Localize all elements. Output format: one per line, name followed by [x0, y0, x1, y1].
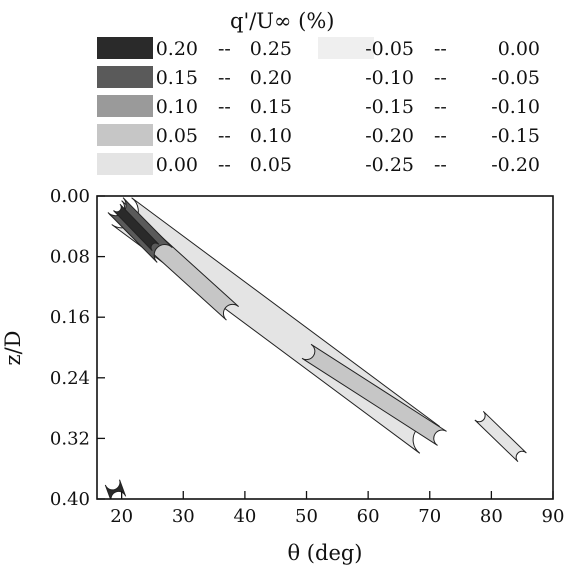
y-tick-label: 0.08: [50, 247, 90, 268]
legend-swatch: [318, 37, 374, 59]
contour-band: [104, 479, 127, 499]
legend-low: 0.20: [156, 38, 198, 60]
x-tick-label: 70: [418, 506, 441, 527]
legend-separator: --: [434, 125, 447, 147]
legend-low: 0.10: [156, 96, 198, 118]
legend-low: -0.10: [365, 67, 414, 89]
legend-separator: --: [218, 96, 231, 118]
legend-high: 0.15: [250, 96, 292, 118]
legend-swatch: [97, 124, 153, 146]
y-tick-label: 0.24: [50, 368, 90, 389]
legend-separator: --: [434, 96, 447, 118]
legend-high: 0.20: [250, 67, 292, 89]
legend-low: -0.25: [365, 154, 414, 176]
legend-separator: --: [434, 67, 447, 89]
x-tick-label: 40: [233, 506, 256, 527]
legend: 0.20 -- 0.25 0.15 -- 0.20 0.10 -- 0.15 0.05 -- 0.10…: [97, 37, 540, 176]
legend-high: 0.05: [250, 154, 292, 176]
legend-separator: --: [218, 154, 231, 176]
legend-swatch: [318, 153, 374, 175]
x-tick-label: 80: [480, 506, 503, 527]
legend-low: 0.00: [156, 154, 198, 176]
x-tick-label: 90: [542, 506, 565, 527]
contour-bands: [104, 197, 527, 499]
legend-separator: --: [434, 38, 447, 60]
x-tick-label: 30: [172, 506, 195, 527]
legend-high: 0.10: [250, 125, 292, 147]
y-tick-label: 0.40: [50, 489, 90, 510]
legend-swatch: [318, 95, 374, 117]
legend-swatch: [97, 95, 153, 117]
legend-swatch: [318, 66, 374, 88]
legend-high: -0.10: [491, 96, 540, 118]
legend-high: 0.00: [498, 38, 540, 60]
y-tick-label: 0.16: [50, 307, 90, 328]
legend-low: 0.05: [156, 125, 198, 147]
y-tick-label: 0.32: [50, 428, 90, 449]
legend-separator: --: [218, 67, 231, 89]
legend-low: -0.05: [365, 38, 414, 60]
legend-swatch: [318, 124, 374, 146]
legend-low: -0.15: [365, 96, 414, 118]
y-axis-label: z/D: [1, 331, 25, 366]
axes: 20 30 40 50 60 70 80 90 0.00 0.08 0.16 0.24 0.32 0.40: [50, 186, 565, 527]
legend-separator: --: [218, 125, 231, 147]
legend-swatch: [97, 66, 153, 88]
legend-low: 0.15: [156, 67, 198, 89]
x-tick-label: 60: [357, 506, 380, 527]
legend-separator: --: [218, 38, 231, 60]
legend-high: -0.15: [491, 125, 540, 147]
x-tick-label: 50: [295, 506, 318, 527]
legend-high: -0.20: [491, 154, 540, 176]
plot-frame: [96, 195, 554, 500]
legend-swatch: [97, 153, 153, 175]
x-axis-label: θ (deg): [287, 541, 362, 565]
y-tick-label: 0.00: [50, 186, 90, 207]
legend-title: q'/U∞ (%): [230, 9, 335, 33]
x-tick-label: 20: [110, 506, 133, 527]
legend-low: -0.20: [365, 125, 414, 147]
legend-high: 0.25: [250, 38, 292, 60]
legend-high: -0.05: [491, 67, 540, 89]
legend-swatch: [97, 37, 153, 59]
legend-separator: --: [434, 154, 447, 176]
